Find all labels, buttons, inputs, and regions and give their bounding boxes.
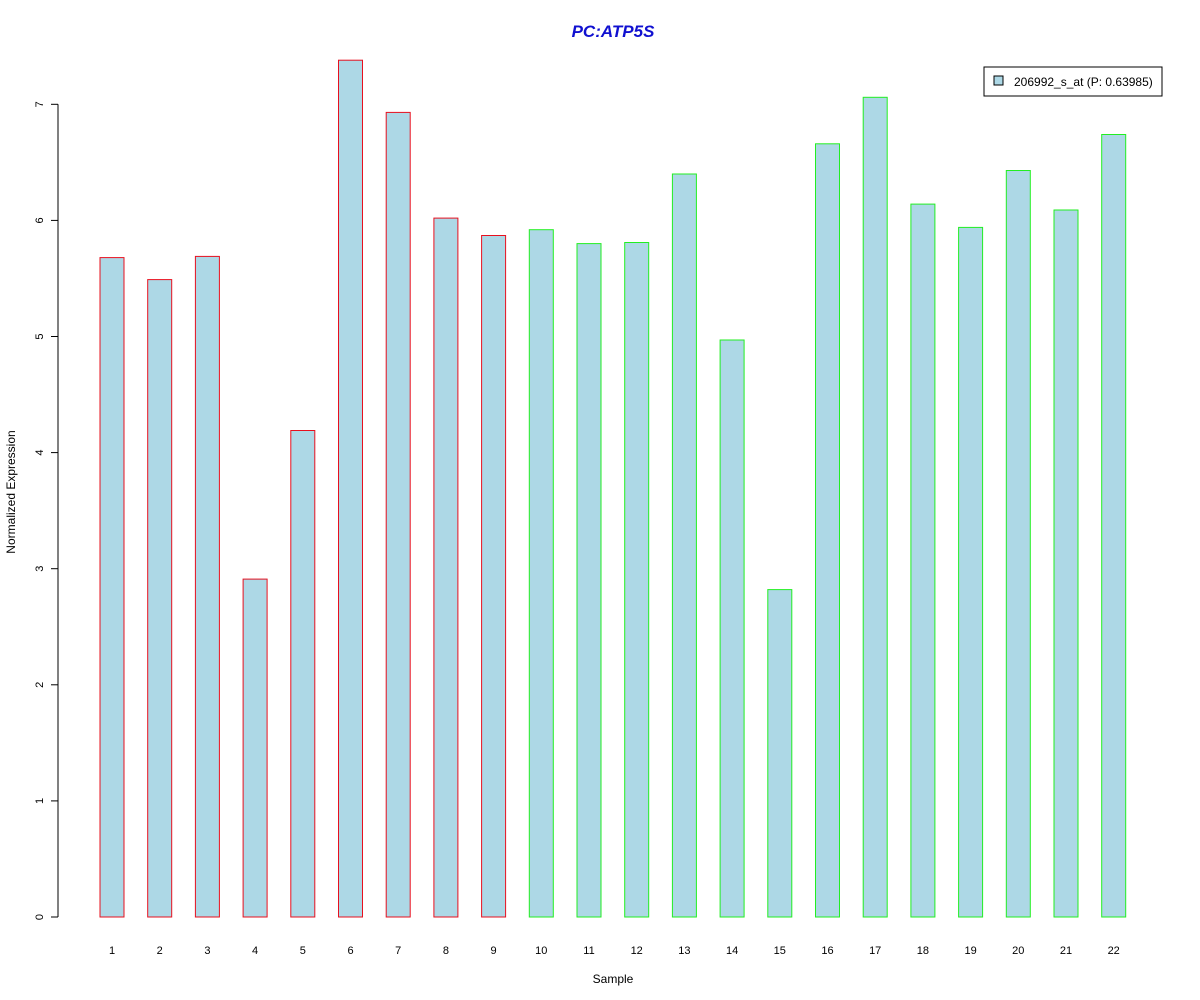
x-tick-label: 7 — [395, 945, 401, 957]
y-tick-label: 0 — [34, 914, 46, 920]
x-tick-label: 11 — [583, 945, 594, 957]
x-tick-label: 14 — [726, 945, 738, 957]
x-tick-label: 5 — [300, 945, 306, 957]
bar-sample-15 — [767, 589, 793, 918]
y-axis-label: Normalized Expression — [4, 430, 18, 553]
y-axis: 0 1 2 3 4 5 6 7 — [34, 101, 59, 920]
bar-sample-19 — [958, 226, 984, 918]
x-tick-label: 15 — [774, 945, 786, 957]
x-tick-label: 1 — [109, 945, 115, 957]
bar-sample-14 — [719, 339, 745, 918]
y-tick-label: 3 — [34, 566, 46, 572]
x-tick-label: 13 — [678, 945, 690, 957]
y-tick-label: 2 — [34, 682, 46, 688]
x-axis-label: Sample — [593, 972, 634, 986]
bar-sample-2 — [147, 279, 173, 918]
bars-group — [99, 59, 1127, 918]
chart-title: PC:ATP5S — [572, 22, 655, 41]
legend-swatch — [993, 75, 1004, 86]
bar-sample-21 — [1053, 209, 1079, 918]
x-tick-label: 19 — [964, 945, 976, 957]
x-tick-label: 17 — [869, 945, 881, 957]
bar-sample-13 — [671, 173, 697, 918]
bar-sample-1 — [99, 257, 125, 918]
y-tick-label: 5 — [34, 333, 46, 339]
x-tick-label: 2 — [157, 945, 163, 957]
x-tick-label: 8 — [443, 945, 449, 957]
bar-sample-20 — [1005, 170, 1031, 918]
bar-sample-7 — [385, 111, 411, 918]
x-tick-label: 10 — [535, 945, 547, 957]
x-tick-label: 18 — [917, 945, 929, 957]
x-tick-label: 3 — [204, 945, 210, 957]
bar-sample-11 — [576, 243, 602, 918]
bar-sample-10 — [528, 229, 554, 918]
y-tick-label: 1 — [34, 798, 46, 804]
bar-sample-22 — [1101, 134, 1127, 918]
y-tick-label: 4 — [34, 450, 46, 456]
bar-sample-6 — [338, 59, 363, 918]
bar-sample-9 — [481, 235, 507, 918]
legend: 206992_s_at (P: 0.63985) — [983, 66, 1163, 97]
x-tick-label: 12 — [631, 945, 643, 957]
x-tick-label: 6 — [347, 945, 353, 957]
y-tick-label: 6 — [34, 217, 46, 223]
bar-sample-5 — [290, 430, 316, 918]
x-tick-label: 20 — [1012, 945, 1024, 957]
legend-label: 206992_s_at (P: 0.63985) — [1014, 75, 1153, 89]
x-tick-label: 16 — [821, 945, 833, 957]
bar-sample-3 — [194, 255, 220, 918]
bar-sample-18 — [910, 203, 936, 918]
x-tick-label: 21 — [1060, 945, 1072, 957]
legend-box — [983, 66, 1163, 97]
y-tick-label: 7 — [34, 101, 46, 107]
bar-sample-17 — [862, 96, 888, 918]
x-tick-labels: 1 2 3 4 5 6 7 8 9 10 11 12 13 14 15 16 17 18 19 20 21 22 — [109, 945, 1120, 957]
bar-sample-12 — [624, 242, 650, 918]
x-tick-label: 9 — [491, 945, 497, 957]
bar-sample-16 — [815, 143, 840, 918]
x-tick-label: 4 — [252, 945, 258, 957]
bar-sample-4 — [242, 578, 268, 918]
x-tick-label: 22 — [1108, 945, 1120, 957]
bar-sample-8 — [433, 217, 459, 918]
